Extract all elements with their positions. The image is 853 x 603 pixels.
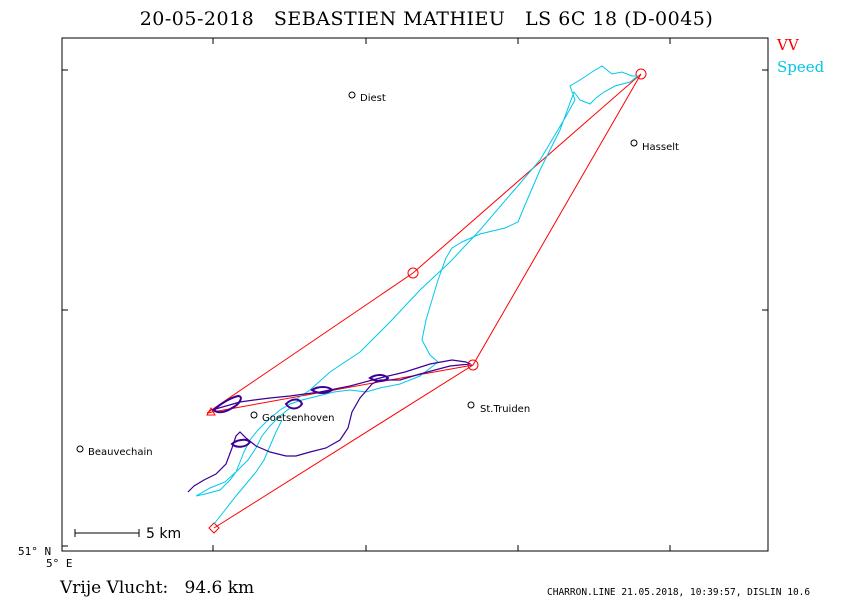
- page-title: 20-05-2018 SEBASTIEN MATHIEU LS 6C 18 (D…: [139, 8, 714, 30]
- finish-marker: [208, 522, 220, 534]
- turnpoint-marker: [635, 68, 647, 80]
- scale-label: 5 km: [146, 526, 182, 542]
- distance-label: Vrije Vlucht:: [60, 578, 169, 598]
- place-label-hasselt: Hasselt: [642, 142, 679, 153]
- place-label-goetsenhoven: Goetsenhoven: [262, 413, 335, 424]
- turnpoint-marker: [407, 267, 419, 279]
- place-label-st-truiden: St.Truiden: [480, 404, 531, 415]
- flight-track-speed-leg: [213, 419, 283, 525]
- longitude-label: 5° E: [46, 557, 73, 570]
- place-label-diest: Diest: [360, 93, 386, 104]
- thermal-clusters: [212, 374, 390, 448]
- place-label-beauvechain: Beauvechain: [88, 447, 153, 458]
- footer-info: CHARRON.LINE 21.05.2018, 10:39:57, DISLI…: [547, 587, 811, 598]
- task-route: [206, 73, 642, 529]
- distance-value: 94.6 km: [184, 578, 255, 598]
- map-frame: [61, 37, 769, 552]
- start-marker: [206, 406, 216, 416]
- scale-bar: [74, 529, 140, 537]
- legend-vv: VV: [777, 36, 799, 54]
- latitude-label: 51° N: [18, 545, 52, 558]
- turnpoint-marker: [467, 359, 479, 371]
- legend-speed: Speed: [777, 58, 825, 76]
- place-markers: [76, 91, 638, 453]
- axis-ticks: [62, 38, 768, 551]
- distance-summary: Vrije Vlucht: 94.6 km: [60, 578, 254, 598]
- flight-track-climb: [187, 359, 473, 493]
- flight-track-speed: [195, 65, 640, 497]
